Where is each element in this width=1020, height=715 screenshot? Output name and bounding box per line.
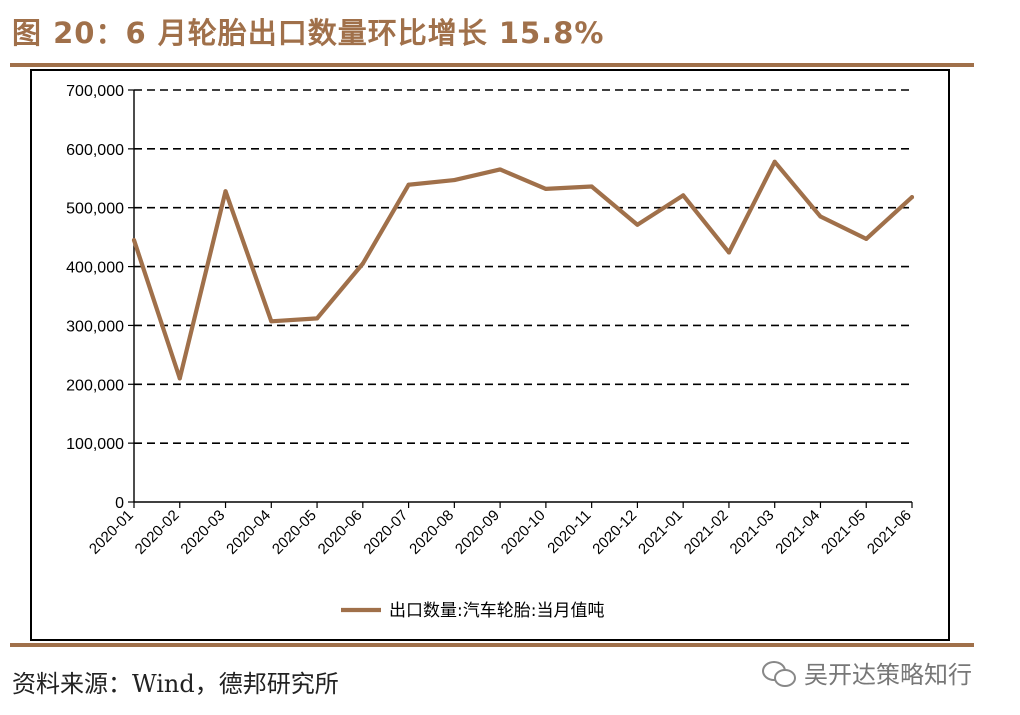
x-tick-label: 2020-03 [177,507,228,558]
x-tick-label: 2020-05 [269,507,320,558]
figure-title: 图 20：6 月轮胎出口数量环比增长 15.8% [12,16,605,50]
data-point [223,189,228,194]
top-divider [10,63,974,67]
watermark-text: 吴开达策略知行 [804,661,972,689]
data-point [132,238,136,243]
data-point [269,319,274,324]
x-tick-label: 2020-02 [132,507,183,558]
x-tick-label: 2021-02 [681,507,732,558]
legend: 出口数量:汽车轮胎:当月值吨 [341,601,604,621]
data-point [406,182,411,187]
x-tick-label: 2021-06 [864,507,915,558]
y-tick-label: 500,000 [66,201,124,218]
y-tick-label: 0 [115,495,124,512]
x-tick-label: 2020-09 [452,507,503,558]
bottom-divider [10,643,974,647]
data-point [910,195,914,200]
chart-frame [30,69,950,641]
x-tick-label: 2020-10 [498,507,549,558]
x-tick-label: 2020-01 [86,507,137,558]
source-note: 资料来源：Wind，德邦研究所 [12,670,339,698]
x-tick-label: 2020-07 [360,507,411,558]
watermark: 吴开达策略知行 [760,655,972,690]
data-point [177,376,182,381]
x-tick-label: 2021-04 [772,507,823,558]
data-point [498,167,503,172]
x-tick-label: 2021-01 [635,507,686,558]
x-tick-label: 2020-12 [589,507,640,558]
y-tick-label: 600,000 [66,142,124,159]
x-tick-labels: 2020-012020-022020-032020-042020-052020-… [86,507,915,558]
y-tick-label: 400,000 [66,260,124,277]
series-line [131,159,915,381]
data-point [315,316,320,321]
series-layer [131,159,915,381]
data-point [681,193,686,198]
y-tick-label: 200,000 [66,377,124,394]
data-point [772,159,777,164]
x-tick-label: 2020-04 [223,507,274,558]
y-tick-labels: 0 100,000 200,000 300,000 400,000 500,000 600,… [66,83,124,512]
data-point [452,178,457,183]
data-point [635,222,640,227]
y-tick-label: 100,000 [66,436,124,453]
x-tick-label: 2020-11 [544,507,594,557]
data-point [543,186,548,191]
axes [128,89,913,508]
data-point [818,214,823,219]
legend-label: 出口数量:汽车轮胎:当月值吨 [389,601,604,621]
x-tick-label: 2021-05 [818,507,869,558]
data-point [726,250,731,255]
wechat-icon [760,657,798,689]
y-tick-label: 300,000 [66,318,124,335]
x-tick-label: 2021-03 [727,507,778,558]
line-chart: 0 100,000 200,000 300,000 400,000 500,000 600,… [66,83,915,621]
x-tick-label: 2020-08 [406,507,457,558]
data-point [589,184,594,189]
y-tick-label: 700,000 [66,83,124,100]
data-point [864,236,869,241]
x-tick-label: 2020-06 [315,507,366,558]
data-point [360,261,365,266]
